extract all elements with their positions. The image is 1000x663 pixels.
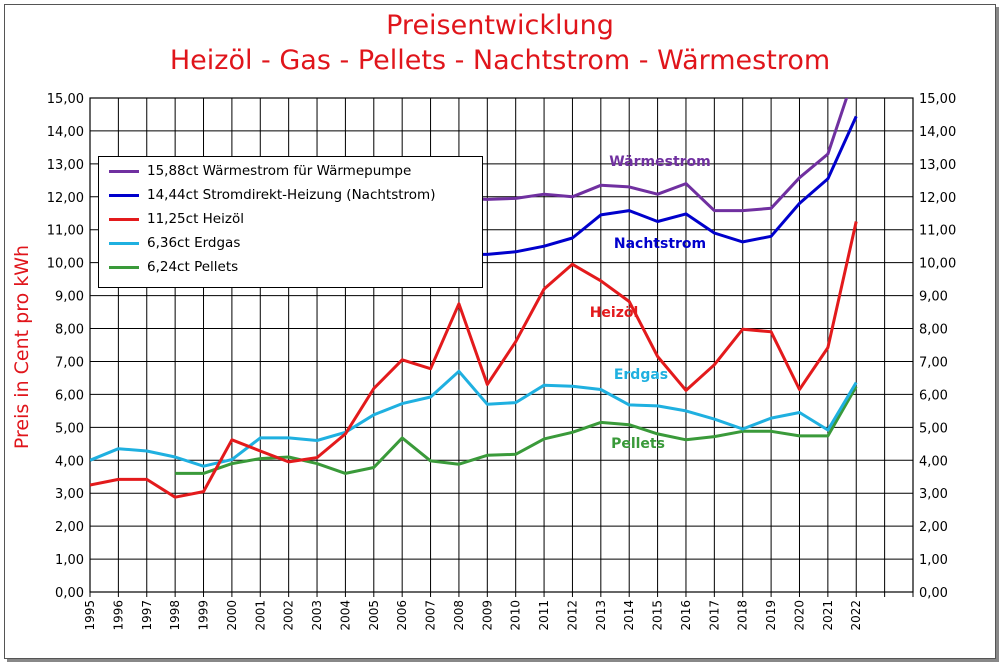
x-tick-label: 2021 [821, 600, 835, 631]
series-annotation-waermestrom: Wärmestrom [609, 154, 711, 170]
x-tick-label: 2000 [225, 600, 239, 631]
y-tick-label-left: 5,00 [55, 421, 84, 436]
x-tick-label: 2012 [565, 600, 579, 631]
chart-title-line2: Heizöl - Gas - Pellets - Nachtstrom - Wä… [169, 45, 831, 76]
legend: 15,88ct Wärmestrom für Wärmepumpe 14,44c… [98, 156, 483, 288]
x-tick-label: 1997 [140, 600, 154, 631]
y-tick-label-left: 10,00 [47, 257, 84, 272]
legend-item-pellets: 6,24ct Pellets [109, 256, 238, 278]
x-tick-label: 2009 [480, 600, 494, 631]
y-tick-label-right: 15,00 [919, 92, 956, 107]
series-annotation-nachtstrom: Nachtstrom [614, 236, 706, 252]
x-tick-label: 2002 [282, 600, 296, 631]
series-line-pellets [175, 385, 858, 475]
y-tick-label-left: 1,00 [55, 553, 84, 568]
y-tick-label-right: 7,00 [919, 355, 948, 370]
y-tick-label-right: 14,00 [919, 125, 956, 140]
legend-item-nachtstrom: 14,44ct Stromdirekt-Heizung (Nachtstrom) [109, 184, 435, 206]
series-line-nachtstrom [458, 115, 858, 256]
y-tick-label-right: 9,00 [919, 290, 948, 305]
y-tick-label-left: 14,00 [47, 125, 84, 140]
y-tick-label-right: 5,00 [919, 421, 948, 436]
legend-label-erdgas: 6,36ct Erdgas [147, 235, 241, 251]
x-tick-label: 1999 [197, 600, 211, 631]
x-tick-label: 2007 [424, 600, 438, 631]
y-tick-label-left: 15,00 [47, 92, 84, 107]
y-tick-label-right: 2,00 [919, 520, 948, 535]
legend-swatch-pellets [109, 265, 139, 269]
x-tick-label: 1996 [111, 600, 125, 631]
y-tick-label-left: 6,00 [55, 388, 84, 403]
x-tick-label: 2011 [537, 600, 551, 631]
x-tick-label: 2005 [367, 600, 381, 631]
x-tick-label: 2014 [622, 600, 636, 631]
y-tick-label-left: 7,00 [55, 355, 84, 370]
y-tick-label-right: 4,00 [919, 454, 948, 469]
y-tick-label-left: 3,00 [55, 487, 84, 502]
x-tick-label: 2008 [452, 600, 466, 631]
y-tick-label-right: 8,00 [919, 323, 948, 338]
y-tick-label-right: 3,00 [919, 487, 948, 502]
x-tick-label: 2017 [707, 600, 721, 631]
plot-border [89, 97, 914, 593]
y-tick-label-right: 6,00 [919, 388, 948, 403]
legend-label-pellets: 6,24ct Pellets [147, 259, 239, 275]
legend-swatch-nachtstrom [109, 193, 139, 197]
y-tick-label-left: 2,00 [55, 520, 84, 535]
legend-swatch-heizoel [109, 217, 139, 221]
series-line-waermestrom [458, 98, 849, 213]
x-tick-label: 2022 [849, 600, 863, 631]
legend-label-nachtstrom: 14,44ct Stromdirekt-Heizung (Nachtstrom) [147, 187, 436, 203]
legend-swatch-erdgas [109, 241, 139, 245]
y-tick-label-right: 11,00 [919, 224, 956, 239]
y-tick-label-left: 12,00 [47, 191, 84, 206]
y-tick-label-right: 0,00 [919, 586, 948, 601]
x-tick-label: 2016 [679, 600, 693, 631]
legend-item-erdgas: 6,36ct Erdgas [109, 232, 240, 254]
x-tick-label: 2015 [651, 600, 665, 631]
x-tick-label: 1998 [168, 600, 182, 631]
legend-label-waermestrom: 15,88ct Wärmestrom für Wärmepumpe [147, 163, 412, 179]
series-line-erdgas [90, 369, 858, 468]
x-tick-label: 2019 [764, 600, 778, 631]
legend-item-heizoel: 11,25ct Heizöl [109, 208, 244, 230]
x-tick-label: 2018 [736, 600, 750, 631]
y-tick-label-right: 13,00 [919, 158, 956, 173]
y-tick-label-left: 11,00 [47, 224, 84, 239]
x-tick-label: 2004 [338, 600, 352, 631]
x-tick-label: 2001 [253, 600, 267, 631]
x-tick-label: 2003 [310, 600, 324, 631]
series-annotation-pellets: Pellets [611, 436, 665, 452]
x-tick-label: 2020 [792, 600, 806, 631]
x-tick-label: 1995 [83, 600, 97, 631]
y-tick-label-right: 10,00 [919, 257, 956, 272]
series-annotation-heizoel: Heizöl [590, 305, 639, 321]
y-tick-label-right: 12,00 [919, 191, 956, 206]
x-tick-label: 2006 [395, 600, 409, 631]
series-line-heizoel [90, 221, 858, 499]
y-tick-label-left: 13,00 [47, 158, 84, 173]
series-annotation-erdgas: Erdgas [614, 367, 668, 383]
chart-title-line1: Preisentwicklung [386, 10, 614, 41]
y-tick-label-left: 4,00 [55, 454, 84, 469]
legend-label-heizoel: 11,25ct Heizöl [147, 211, 244, 227]
x-tick-label: 2013 [594, 600, 608, 631]
y-tick-label-left: 9,00 [55, 290, 84, 305]
y-tick-label-left: 8,00 [55, 323, 84, 338]
x-tick-label: 2010 [509, 600, 523, 631]
y-tick-label-right: 1,00 [919, 553, 948, 568]
legend-item-waermestrom: 15,88ct Wärmestrom für Wärmepumpe [109, 160, 411, 182]
y-tick-label-left: 0,00 [55, 586, 84, 601]
legend-swatch-waermestrom [109, 169, 139, 173]
